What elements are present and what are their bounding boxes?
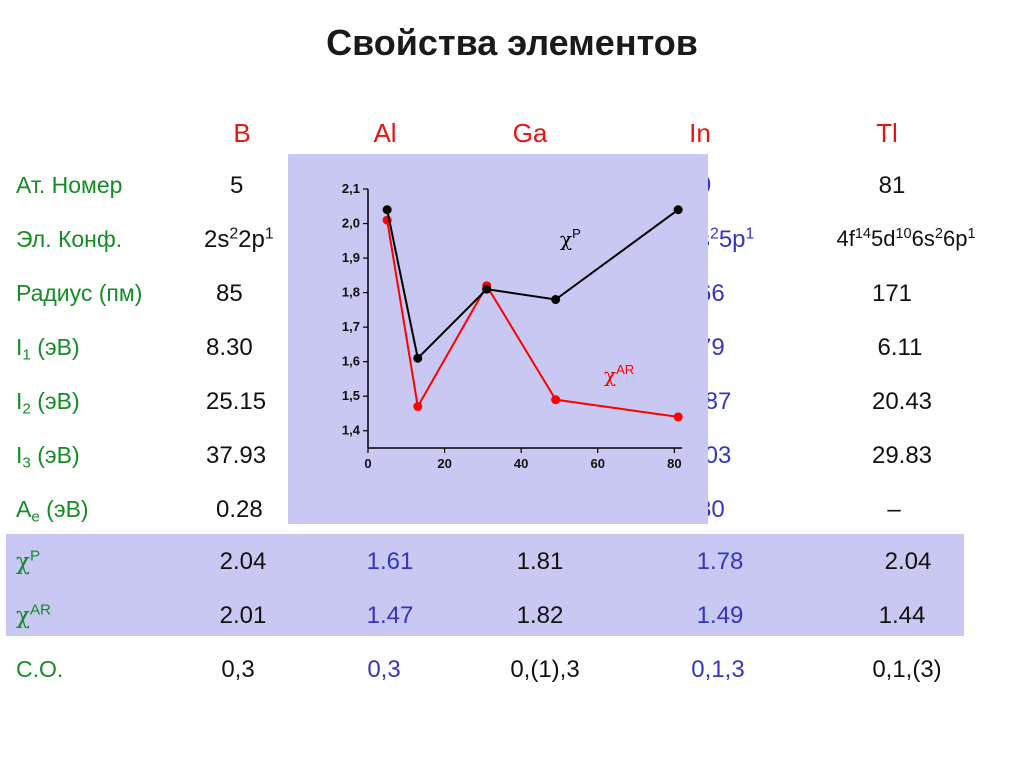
row-label-i1: I1 (эВ)	[16, 334, 80, 364]
cell-b-oxidation: 0,3	[221, 656, 255, 683]
y-tick-label: 2,1	[342, 181, 360, 196]
electronegativity-chart: 1,4 1,5 1,6 1,7 1,8 1,9 2,0 2,1 0 20 40 60 80 χP χAR	[342, 181, 683, 471]
x-tick-label: 20	[437, 456, 451, 471]
y-tick-label: 1,7	[342, 319, 360, 334]
series-label: χP	[560, 226, 581, 251]
series-label: χAR	[604, 362, 634, 387]
cell-b-radius: 85	[216, 280, 243, 307]
column-header-al: Al	[373, 118, 397, 148]
y-tick-label: 2,0	[342, 216, 360, 231]
y-tick-label: 1,5	[342, 388, 360, 403]
cell-b-atomic-number: 5	[230, 172, 244, 199]
cell-ga-chi-p: 1.81	[516, 548, 564, 575]
column-header-ga: Ga	[512, 118, 548, 148]
chart-series	[382, 205, 683, 422]
row-label-chi-ar: χAR	[16, 601, 52, 629]
cell-tl-i2: 20.43	[871, 388, 933, 415]
data-point	[382, 205, 392, 215]
column-header-in: In	[689, 118, 711, 148]
data-point	[413, 402, 423, 412]
data-point	[673, 412, 683, 422]
data-point	[673, 205, 683, 215]
cell-tl-config: 4f145d106s26p1	[836, 226, 976, 251]
data-point	[551, 295, 561, 305]
x-tick-label: 80	[667, 456, 681, 471]
cell-b-affinity: 0.28	[216, 496, 263, 523]
cell-ga-chi-ar: 1.82	[516, 602, 564, 629]
cell-b-config: 2s22p1	[204, 225, 274, 253]
cell-in-chi-p: 1.78	[696, 548, 744, 575]
row-label-affinity: Ae (эВ)	[16, 496, 89, 526]
cell-al-oxidation: 0,3	[367, 656, 401, 683]
chart-ticks: 1,4 1,5 1,6 1,7 1,8 1,9 2,0 2,1 0 20 40 60 80	[342, 181, 682, 471]
cell-tl-atomic-number: 81	[878, 172, 906, 199]
row-label-config: Эл. Конф.	[16, 226, 123, 252]
cell-b-i1: 8.30	[206, 334, 253, 361]
cell-tl-affinity: –	[887, 496, 901, 523]
cell-tl-i3: 29.83	[871, 442, 933, 469]
x-tick-label: 40	[514, 456, 528, 471]
data-point	[413, 353, 423, 363]
cell-tl-oxidation: 0,1,(3)	[872, 656, 942, 683]
chi-highlight-band	[6, 534, 964, 636]
row-label-chi-p: χP	[16, 547, 41, 575]
y-tick-label: 1,8	[342, 285, 360, 300]
cell-al-chi-p: 1.61	[366, 548, 414, 575]
cell-b-chi-ar: 2.01	[219, 602, 267, 629]
chart-axes	[367, 189, 682, 449]
chart-panel: 1,4 1,5 1,6 1,7 1,8 1,9 2,0 2,1 0 20 40 60 80 χP χAR	[288, 154, 708, 524]
row-label-i3: I3 (эВ)	[16, 442, 80, 472]
cell-tl-chi-p: 2.04	[884, 548, 932, 575]
column-header-tl: Tl	[876, 118, 898, 148]
cell-ga-oxidation: 0,(1),3	[510, 656, 580, 683]
chart-series-labels: χP χAR	[560, 226, 634, 387]
cell-al-chi-ar: 1.47	[366, 602, 414, 629]
x-tick-label: 60	[591, 456, 605, 471]
series-line	[386, 208, 679, 361]
cell-b-chi-p: 2.04	[219, 548, 267, 575]
row-label-atomic-number: Ат. Номер	[16, 172, 123, 198]
y-tick-label: 1,9	[342, 250, 360, 265]
series-line	[386, 219, 679, 418]
x-tick-label: 0	[364, 456, 371, 471]
slide-title: Свойства элементов	[326, 22, 698, 63]
cell-b-i3: 37.93	[206, 442, 267, 469]
data-point	[551, 395, 561, 405]
cell-in-chi-ar: 1.49	[696, 602, 744, 629]
data-point	[482, 284, 492, 294]
y-tick-label: 1,4	[342, 423, 361, 438]
row-label-radius: Радиус (пм)	[16, 280, 143, 306]
column-header-b: B	[233, 118, 251, 148]
cell-in-oxidation: 0,1,3	[691, 656, 745, 683]
cell-tl-radius: 171	[871, 280, 913, 307]
cell-tl-i1: 6.11	[877, 334, 923, 361]
cell-b-i2: 25.15	[206, 388, 267, 415]
cell-tl-chi-ar: 1.44	[878, 602, 926, 629]
y-tick-label: 1,6	[342, 354, 360, 369]
row-label-oxidation: С.О.	[16, 656, 64, 682]
row-label-i2: I2 (эВ)	[16, 388, 80, 418]
